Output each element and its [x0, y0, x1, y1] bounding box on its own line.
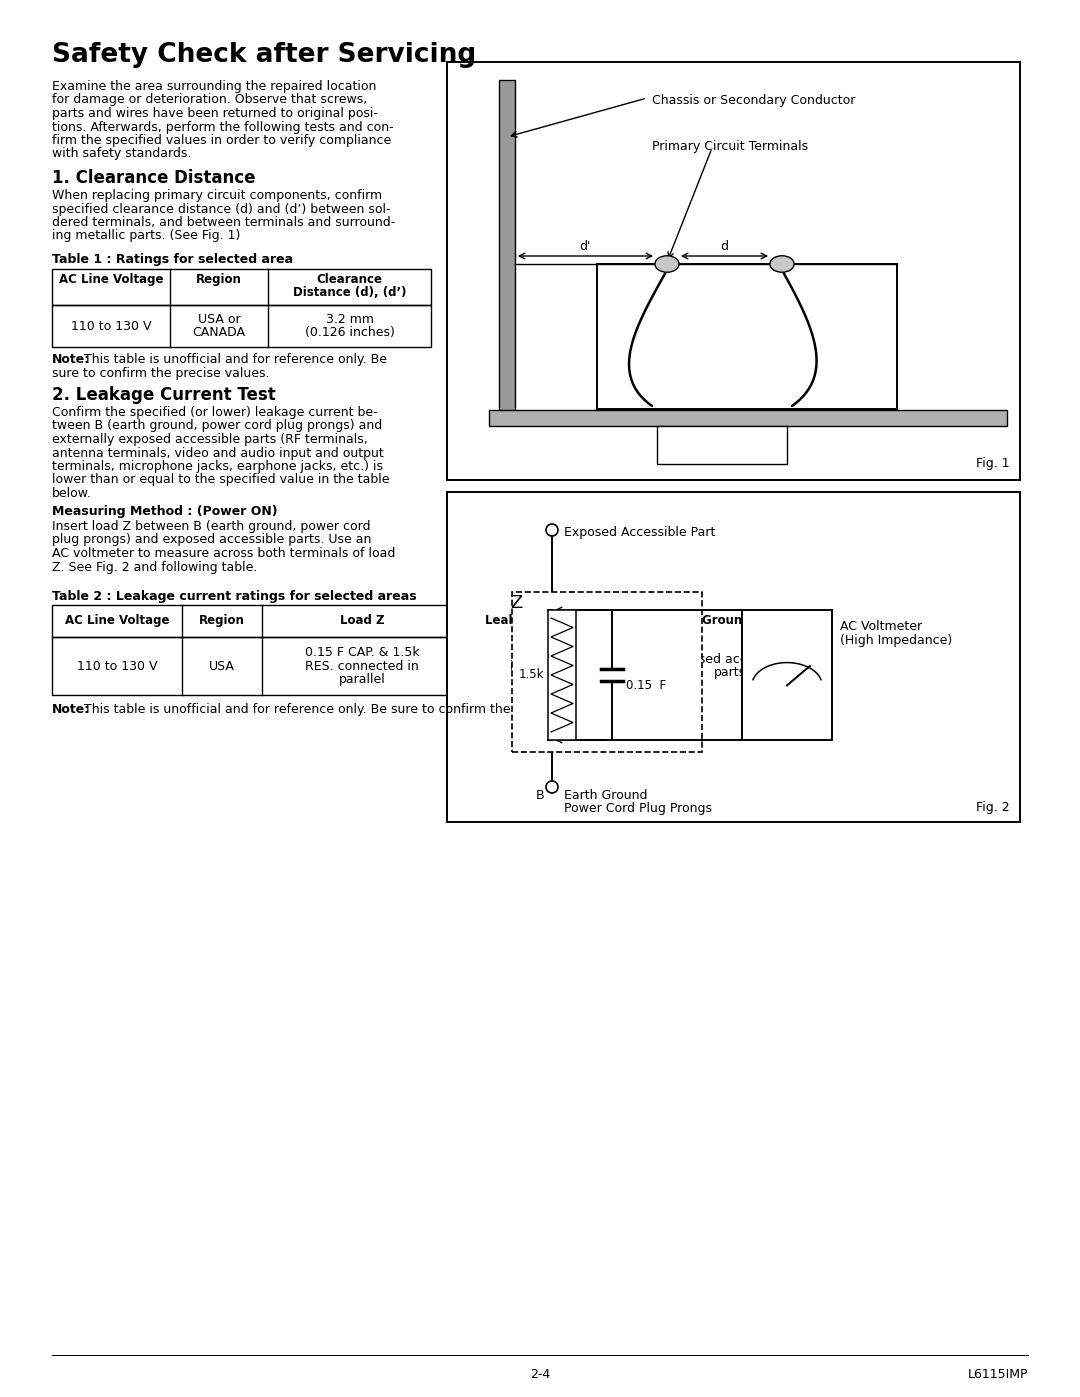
- Text: USA: USA: [210, 659, 235, 672]
- Text: plug prongs) and exposed accessible parts. Use an: plug prongs) and exposed accessible part…: [52, 534, 372, 546]
- Text: 0.15  F: 0.15 F: [626, 679, 666, 692]
- Text: Fig. 1: Fig. 1: [976, 457, 1010, 469]
- Text: externally exposed accessible parts (RF terminals,: externally exposed accessible parts (RF …: [52, 433, 368, 446]
- Text: parts and wires have been returned to original posi-: parts and wires have been returned to or…: [52, 108, 378, 120]
- Bar: [489, 409, 1007, 426]
- Text: Confirm the specified (or lower) leakage current be-: Confirm the specified (or lower) leakage…: [52, 407, 378, 419]
- Text: When replacing primary circuit components, confirm: When replacing primary circuit component…: [52, 189, 382, 203]
- Text: 2. Leakage Current Test: 2. Leakage Current Test: [52, 386, 275, 404]
- Text: antenna terminals, video and audio input and output: antenna terminals, video and audio input…: [52, 447, 383, 460]
- Text: 1.5k: 1.5k: [518, 669, 544, 682]
- Text: Exposed accessible: Exposed accessible: [669, 652, 791, 666]
- Text: 0.15 F CAP. & 1.5k: 0.15 F CAP. & 1.5k: [305, 647, 419, 659]
- Bar: [742, 610, 832, 740]
- Text: Region: Region: [197, 272, 242, 286]
- Text: Measuring Method : (Power ON): Measuring Method : (Power ON): [52, 504, 278, 517]
- Text: Leakage Current (i): Leakage Current (i): [485, 615, 615, 627]
- Text: dered terminals, and between terminals and surround-: dered terminals, and between terminals a…: [52, 217, 395, 229]
- Text: This table is unofficial and for reference only. Be: This table is unofficial and for referen…: [80, 353, 387, 366]
- Text: AC Voltmeter: AC Voltmeter: [840, 620, 922, 633]
- Text: Primary Circuit Terminals: Primary Circuit Terminals: [652, 140, 808, 154]
- Bar: [499, 80, 515, 416]
- Ellipse shape: [770, 256, 794, 272]
- Text: (0.126 inches): (0.126 inches): [305, 326, 394, 339]
- Text: Earth Ground: Earth Ground: [564, 789, 648, 802]
- Bar: [52, 637, 822, 694]
- Text: Region: Region: [199, 615, 245, 627]
- Bar: [52, 605, 822, 637]
- Text: i  0.5mA rms: i 0.5mA rms: [510, 659, 590, 672]
- Text: firm the specified values in order to verify compliance: firm the specified values in order to ve…: [52, 134, 391, 147]
- Text: Clearance: Clearance: [316, 272, 382, 286]
- Text: 2-4: 2-4: [530, 1368, 550, 1382]
- Text: RES. connected in: RES. connected in: [306, 659, 419, 672]
- Bar: [548, 610, 576, 740]
- Text: Chassis or Secondary Conductor: Chassis or Secondary Conductor: [652, 94, 855, 108]
- Bar: [512, 592, 702, 752]
- Bar: [52, 270, 431, 305]
- Text: tions. Afterwards, perform the following tests and con-: tions. Afterwards, perform the following…: [52, 120, 393, 134]
- Text: sure to confirm the precise values.: sure to confirm the precise values.: [52, 366, 270, 380]
- Text: Fig. 2: Fig. 2: [976, 800, 1010, 814]
- Text: AC Line Voltage: AC Line Voltage: [65, 615, 170, 627]
- Text: ing metallic parts. (See Fig. 1): ing metallic parts. (See Fig. 1): [52, 229, 241, 243]
- Bar: [52, 305, 431, 346]
- Text: 1. Clearance Distance: 1. Clearance Distance: [52, 169, 256, 187]
- Text: 3.2 mm: 3.2 mm: [325, 313, 374, 326]
- Text: parts: parts: [714, 666, 745, 679]
- Text: tween B (earth ground, power cord plug prongs) and: tween B (earth ground, power cord plug p…: [52, 419, 382, 433]
- Text: d': d': [580, 240, 591, 253]
- Bar: [657, 426, 787, 464]
- Text: Table 1 : Ratings for selected area: Table 1 : Ratings for selected area: [52, 253, 293, 265]
- Bar: [447, 492, 1020, 821]
- Text: Z. See Fig. 2 and following table.: Z. See Fig. 2 and following table.: [52, 560, 257, 574]
- Text: Note:: Note:: [52, 703, 91, 717]
- Text: parallel: parallel: [339, 672, 386, 686]
- Text: Z: Z: [510, 594, 523, 612]
- Text: Earth Ground (B) to:: Earth Ground (B) to:: [662, 615, 797, 627]
- Text: 110 to 130 V: 110 to 130 V: [77, 659, 158, 672]
- Text: Table 2 : Leakage current ratings for selected areas: Table 2 : Leakage current ratings for se…: [52, 590, 417, 604]
- Circle shape: [546, 781, 558, 793]
- Text: Power Cord Plug Prongs: Power Cord Plug Prongs: [564, 802, 712, 814]
- Text: Note:: Note:: [52, 353, 91, 366]
- Text: Safety Check after Servicing: Safety Check after Servicing: [52, 42, 476, 68]
- Text: USA or: USA or: [198, 313, 241, 326]
- Text: with safety standards.: with safety standards.: [52, 148, 191, 161]
- Text: L6115IMP: L6115IMP: [968, 1368, 1028, 1382]
- Text: lower than or equal to the specified value in the table: lower than or equal to the specified val…: [52, 474, 390, 486]
- Text: Examine the area surrounding the repaired location: Examine the area surrounding the repaire…: [52, 80, 376, 94]
- Bar: [447, 61, 1020, 481]
- Text: (High Impedance): (High Impedance): [840, 634, 953, 647]
- Text: specified clearance distance (d) and (d’) between sol-: specified clearance distance (d) and (d’…: [52, 203, 391, 215]
- Text: Load Z: Load Z: [340, 615, 384, 627]
- Ellipse shape: [654, 256, 679, 272]
- Text: Insert load Z between B (earth ground, power cord: Insert load Z between B (earth ground, p…: [52, 520, 370, 534]
- Text: This table is unofficial and for reference only. Be sure to confirm the precise : This table is unofficial and for referen…: [80, 703, 608, 717]
- Text: terminals, microphone jacks, earphone jacks, etc.) is: terminals, microphone jacks, earphone ja…: [52, 460, 383, 474]
- Text: AC voltmeter to measure across both terminals of load: AC voltmeter to measure across both term…: [52, 548, 395, 560]
- Text: for damage or deterioration. Observe that screws,: for damage or deterioration. Observe tha…: [52, 94, 367, 106]
- Text: B: B: [536, 789, 544, 802]
- Bar: [597, 264, 897, 409]
- Text: Exposed Accessible Part: Exposed Accessible Part: [564, 527, 715, 539]
- Text: Distance (d), (d’): Distance (d), (d’): [293, 286, 406, 299]
- Text: d: d: [720, 240, 729, 253]
- Text: CANADA: CANADA: [192, 326, 245, 339]
- Text: below.: below.: [52, 488, 92, 500]
- Text: 110 to 130 V: 110 to 130 V: [71, 320, 151, 332]
- Circle shape: [546, 524, 558, 536]
- Text: AC Line Voltage: AC Line Voltage: [58, 272, 163, 286]
